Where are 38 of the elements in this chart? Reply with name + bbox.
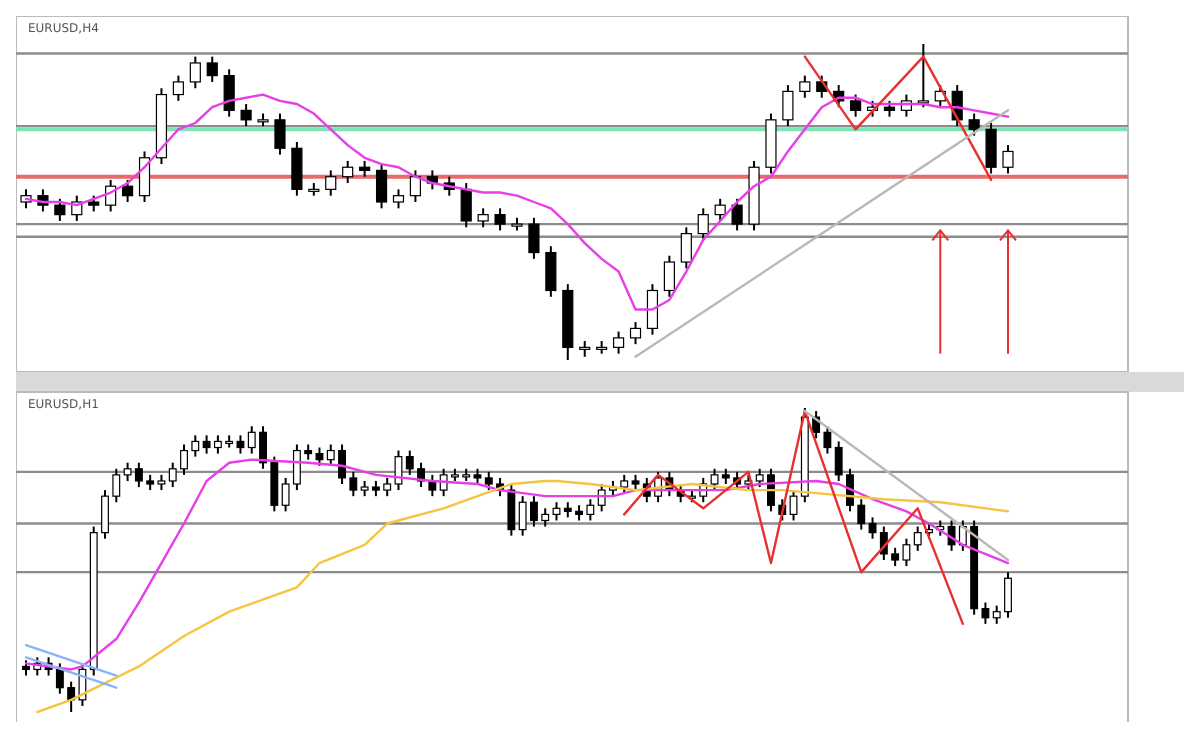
candlestick <box>612 330 625 355</box>
candlestick <box>274 112 286 156</box>
candlestick <box>206 55 218 83</box>
candlestick <box>507 483 516 537</box>
candlestick <box>223 68 235 118</box>
candlestick <box>620 473 629 495</box>
candlestick <box>121 178 134 203</box>
candlestick <box>985 122 997 175</box>
candlestick <box>765 112 777 175</box>
candlestick <box>528 216 540 260</box>
candlestick <box>850 93 862 118</box>
candlestick <box>240 103 252 128</box>
candlestick <box>291 140 303 197</box>
candlestick <box>545 245 557 298</box>
candlestick <box>375 163 388 210</box>
candlestick <box>54 197 66 222</box>
candlestick <box>680 226 692 270</box>
candlestick <box>714 197 726 222</box>
candlestick <box>917 43 929 109</box>
candlestick <box>189 55 201 90</box>
candlestick <box>325 169 337 197</box>
candlestick <box>731 197 743 232</box>
candlestick <box>799 74 811 99</box>
candlestick <box>968 112 980 137</box>
candlestick <box>646 283 659 336</box>
candlestick <box>342 159 354 185</box>
candlestick <box>663 254 675 298</box>
candlestick <box>494 207 506 232</box>
candlestick <box>697 207 709 241</box>
candlestick <box>782 84 794 128</box>
candlestick <box>172 74 184 102</box>
candlestick <box>409 169 422 203</box>
candlestick <box>477 207 489 229</box>
candlestick <box>629 321 642 346</box>
candlestick <box>428 473 437 498</box>
candlestick <box>392 188 405 210</box>
candlestick <box>460 182 472 229</box>
candlestick <box>1002 144 1014 175</box>
